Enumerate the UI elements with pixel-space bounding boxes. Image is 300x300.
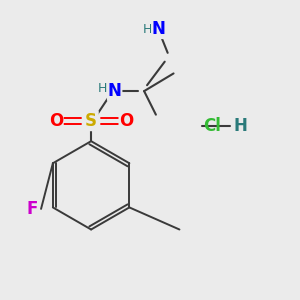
Text: S: S <box>85 112 97 130</box>
Text: O: O <box>119 112 134 130</box>
Text: Cl: Cl <box>203 117 221 135</box>
Text: F: F <box>26 200 38 218</box>
Text: N: N <box>108 82 122 100</box>
Text: O: O <box>49 112 63 130</box>
Text: H: H <box>234 117 248 135</box>
Text: H: H <box>98 82 108 95</box>
Text: N: N <box>152 20 166 38</box>
Text: H: H <box>142 23 152 36</box>
